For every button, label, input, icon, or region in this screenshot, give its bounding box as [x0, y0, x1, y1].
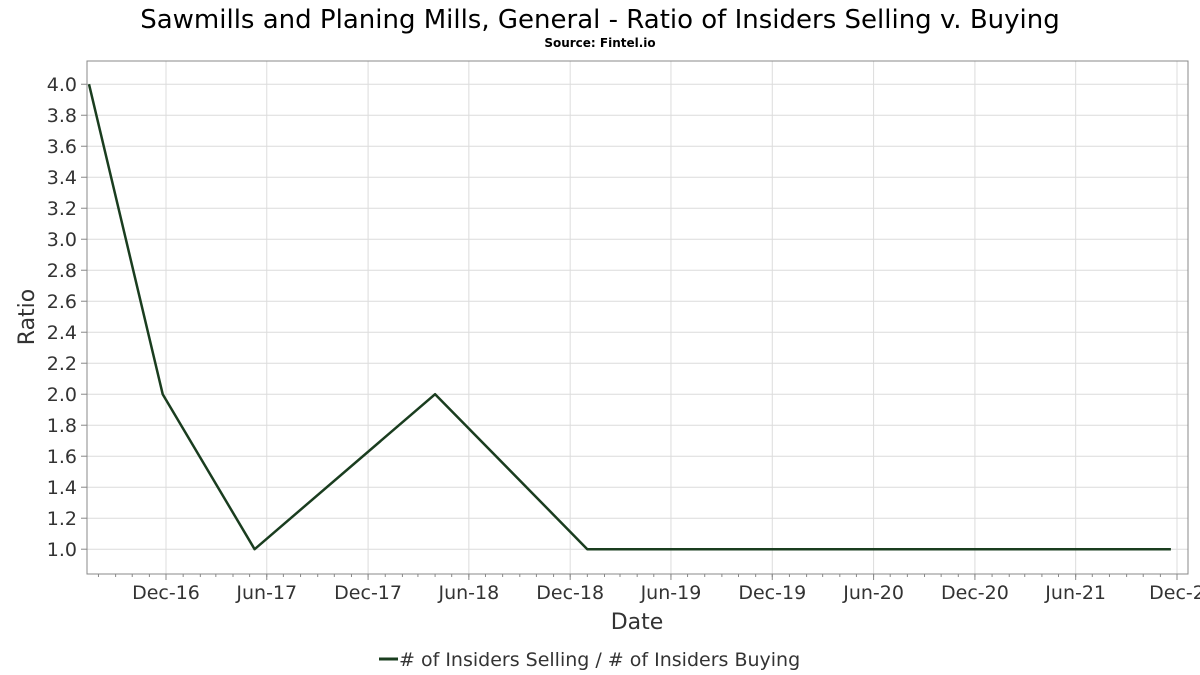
x-tick-label: Dec-19 — [738, 582, 806, 604]
y-tick-label: 2.0 — [47, 384, 77, 406]
x-axis-label: Date — [611, 610, 664, 635]
x-tick-label: Dec-2 — [1149, 582, 1200, 604]
x-tick-label: Jun-17 — [235, 582, 297, 604]
y-tick-label: 2.6 — [47, 291, 77, 313]
y-tick-label: 4.0 — [47, 74, 77, 96]
y-tick-label: 1.2 — [47, 508, 77, 530]
series-line-0 — [87, 83, 1171, 551]
y-tick-label: 2.2 — [47, 353, 77, 375]
x-tick-label: Jun-18 — [437, 582, 499, 604]
y-tick-label: 3.8 — [47, 105, 77, 127]
legend: # of Insiders Selling / # of Insiders Bu… — [379, 649, 800, 671]
x-tick-label: Dec-17 — [334, 582, 402, 604]
x-tick-label: Jun-20 — [842, 582, 904, 604]
y-tick-label: 3.2 — [47, 198, 77, 220]
x-tick-label: Jun-19 — [640, 582, 702, 604]
x-tick-label: Dec-18 — [536, 582, 604, 604]
y-tick-label: 2.8 — [47, 260, 77, 282]
y-axis-label: Ratio — [15, 289, 40, 345]
y-axis-ticks: 1.0 1.2 1.4 1.6 1.8 2.0 2.2 2.4 2.6 2.8 3.0 3.2 3.4 3… — [47, 74, 87, 561]
chart-subtitle: Source: Fintel.io — [544, 36, 655, 50]
y-tick-label: 1.0 — [47, 539, 77, 561]
grid — [87, 61, 1188, 574]
legend-label: # of Insiders Selling / # of Insiders Bu… — [399, 649, 800, 671]
y-tick-label: 1.4 — [47, 477, 77, 499]
y-tick-label: 1.6 — [47, 446, 77, 468]
y-tick-label: 3.4 — [47, 167, 77, 189]
y-tick-label: 2.4 — [47, 322, 77, 344]
x-tick-label: Jun-21 — [1044, 582, 1106, 604]
x-tick-label: Dec-20 — [941, 582, 1009, 604]
chart-title: Sawmills and Planing Mills, General - Ra… — [140, 5, 1060, 35]
x-tick-label: Dec-16 — [132, 582, 200, 604]
y-tick-label: 1.8 — [47, 415, 77, 437]
x-axis-ticks: Dec-16 Jun-17 Dec-17 Jun-18 Dec-18 Jun-19 Dec-… — [97, 574, 1200, 604]
y-tick-label: 3.0 — [47, 229, 77, 251]
y-tick-label: 3.6 — [47, 136, 77, 158]
plot-frame — [86, 60, 1189, 575]
series-layer — [87, 83, 1171, 551]
